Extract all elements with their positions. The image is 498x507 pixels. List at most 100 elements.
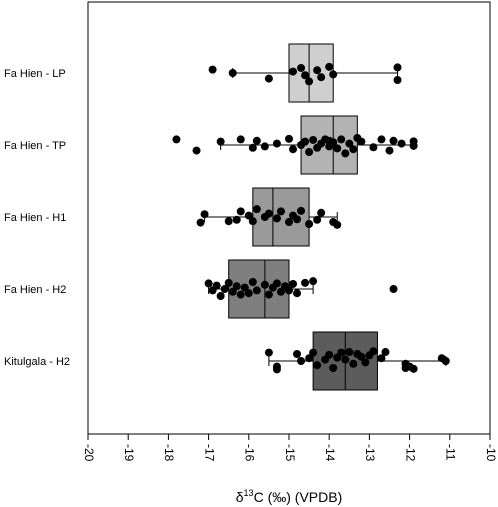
data-point bbox=[236, 135, 245, 144]
data-point bbox=[309, 348, 318, 357]
data-point bbox=[297, 63, 306, 72]
x-tick-label: -15 bbox=[283, 444, 297, 462]
x-tick-label: -14 bbox=[323, 444, 337, 462]
data-point bbox=[224, 278, 233, 287]
category-label: Fa Hien - H1 bbox=[4, 212, 66, 224]
data-point bbox=[192, 146, 201, 155]
data-point bbox=[337, 348, 346, 357]
data-point bbox=[228, 69, 237, 77]
data-point bbox=[297, 206, 306, 215]
data-point bbox=[369, 347, 378, 356]
data-point bbox=[216, 137, 225, 146]
data-point bbox=[204, 279, 213, 288]
data-point bbox=[361, 358, 370, 367]
data-point bbox=[301, 137, 310, 146]
x-tick-label: -17 bbox=[202, 444, 216, 462]
data-point bbox=[389, 285, 398, 293]
x-tick-label: -19 bbox=[122, 444, 136, 462]
data-point bbox=[345, 348, 354, 357]
data-point bbox=[260, 142, 269, 151]
data-point bbox=[220, 285, 229, 293]
data-point bbox=[293, 215, 302, 224]
data-point bbox=[289, 279, 298, 288]
data-point bbox=[369, 143, 378, 152]
data-point bbox=[216, 292, 225, 300]
category-label: Fa Hien - TP bbox=[4, 140, 66, 152]
group-4: Kitulgala - H2 bbox=[4, 331, 450, 391]
data-point bbox=[224, 217, 233, 226]
data-point bbox=[305, 148, 314, 156]
data-point bbox=[285, 134, 293, 143]
x-tick-label: -11 bbox=[444, 444, 458, 461]
data-point bbox=[248, 217, 257, 226]
x-tick-label: -16 bbox=[243, 444, 257, 462]
data-point bbox=[357, 352, 366, 361]
data-point bbox=[385, 146, 394, 155]
x-tick-label: -12 bbox=[403, 444, 417, 462]
data-point bbox=[409, 137, 418, 146]
data-point bbox=[317, 73, 326, 82]
data-point bbox=[393, 76, 402, 84]
data-point bbox=[349, 359, 358, 368]
data-point bbox=[317, 208, 326, 217]
group-3: Fa Hien - H2 bbox=[4, 259, 398, 319]
data-point bbox=[305, 77, 314, 86]
data-point bbox=[337, 135, 346, 144]
groups-layer: Fa Hien - LP Fa Hien - TP Fa Hien - H1 Fa H… bbox=[4, 43, 450, 391]
category-label: Kitulgala - H2 bbox=[4, 356, 70, 368]
data-point bbox=[260, 280, 269, 289]
data-point bbox=[349, 145, 358, 154]
data-point bbox=[228, 287, 237, 296]
data-point bbox=[272, 365, 281, 374]
data-point bbox=[409, 364, 418, 373]
data-point bbox=[297, 357, 306, 365]
data-point bbox=[172, 135, 181, 144]
data-point bbox=[264, 290, 273, 299]
x-tick-label: -13 bbox=[363, 444, 377, 462]
data-point bbox=[309, 277, 318, 286]
data-point bbox=[329, 364, 338, 372]
data-point bbox=[232, 215, 241, 224]
data-point bbox=[289, 67, 298, 76]
data-point bbox=[244, 289, 253, 298]
data-point bbox=[208, 65, 217, 74]
data-point bbox=[341, 149, 350, 158]
data-point bbox=[232, 282, 241, 291]
data-point bbox=[313, 361, 322, 370]
data-point bbox=[244, 211, 253, 220]
data-point bbox=[301, 71, 310, 80]
data-point bbox=[325, 350, 334, 359]
data-point bbox=[264, 74, 273, 83]
data-point bbox=[393, 63, 402, 72]
category-label: Fa Hien - LP bbox=[4, 68, 66, 80]
data-point bbox=[329, 70, 338, 79]
category-label: Fa Hien - H2 bbox=[4, 284, 66, 296]
data-point bbox=[272, 214, 281, 223]
data-point bbox=[325, 62, 334, 71]
data-point bbox=[305, 354, 314, 363]
x-tick-label: -18 bbox=[162, 444, 176, 462]
data-point bbox=[252, 286, 261, 295]
group-0: Fa Hien - LP bbox=[4, 43, 402, 103]
data-point bbox=[285, 218, 293, 227]
data-point bbox=[293, 289, 302, 298]
data-point bbox=[397, 139, 406, 148]
data-point bbox=[236, 207, 245, 216]
data-point bbox=[285, 286, 293, 295]
data-point bbox=[276, 287, 285, 296]
data-point bbox=[264, 348, 273, 357]
x-axis: -20 -19 -18 -17 -16 -15 -14 -13 -12 -11 -10 bbox=[82, 434, 498, 462]
data-point bbox=[313, 215, 322, 224]
data-point bbox=[377, 135, 386, 144]
group-2: Fa Hien - H1 bbox=[4, 187, 342, 247]
data-point bbox=[377, 354, 386, 363]
data-point bbox=[389, 136, 398, 145]
data-point bbox=[293, 350, 302, 358]
data-point bbox=[196, 218, 205, 227]
data-point bbox=[357, 137, 366, 146]
data-point bbox=[441, 357, 450, 365]
data-point bbox=[248, 278, 257, 286]
data-point bbox=[333, 220, 342, 229]
data-point bbox=[240, 283, 249, 292]
